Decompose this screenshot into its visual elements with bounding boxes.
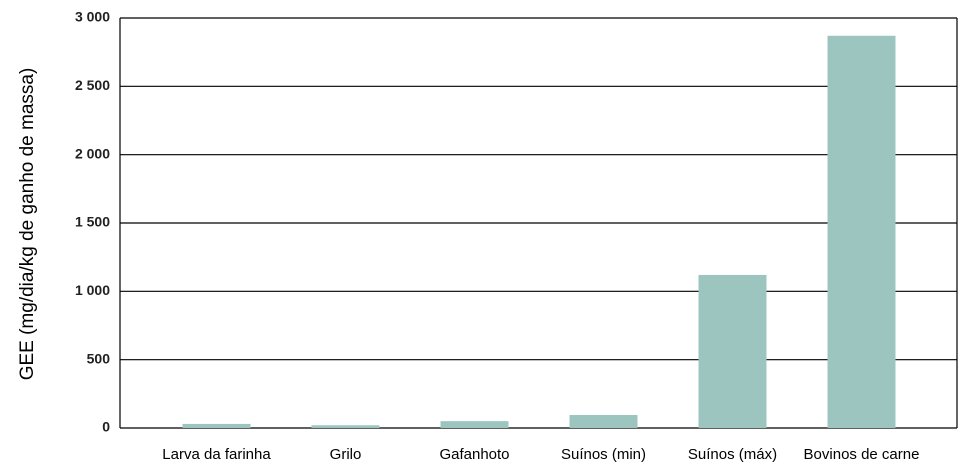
x-tick-label: Suínos (min) (561, 446, 646, 463)
y-tick-label: 500 (87, 350, 111, 366)
bar (569, 415, 638, 428)
x-tick-label: Suínos (máx) (688, 446, 777, 463)
y-tick-label: 2 500 (75, 77, 110, 93)
x-tick-label: Larva da farinha (162, 446, 271, 463)
x-tick-label: Bovinos de carne (804, 446, 920, 463)
bar (698, 274, 767, 428)
x-tick-label: Gafanhoto (439, 446, 509, 463)
bar (182, 423, 251, 428)
y-tick-label: 1 000 (75, 282, 110, 298)
bar (311, 425, 380, 428)
y-tick-label: 3 000 (75, 9, 110, 25)
bar (827, 35, 896, 429)
y-tick-label: 1 500 (75, 214, 110, 230)
y-tick-label: 2 000 (75, 145, 110, 161)
x-tick-label: Grilo (330, 446, 362, 463)
bar (440, 421, 509, 428)
y-tick-label: 0 (102, 419, 110, 435)
y-axis-label: GEE (mg/dia/kg de ganho de massa) (17, 68, 38, 381)
